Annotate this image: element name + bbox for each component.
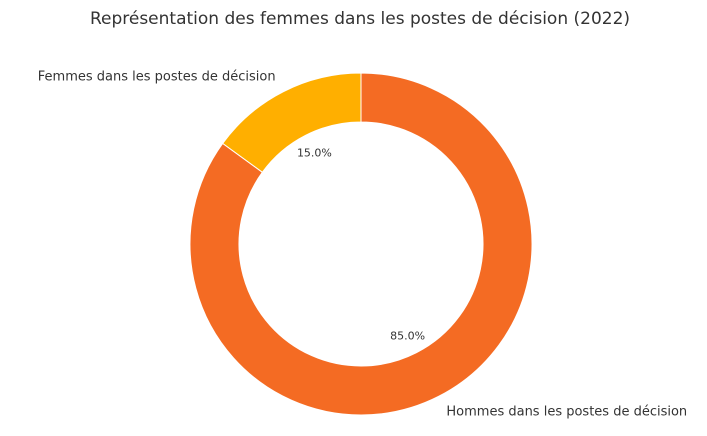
pct-label-hommes: 85.0% <box>390 329 425 342</box>
labels-group: 15.0% Femmes dans les postes de décision 8… <box>38 69 687 419</box>
pct-label-femmes: 15.0% <box>297 147 332 160</box>
chart-title: Représentation des femmes dans les poste… <box>90 9 630 29</box>
slice-hommes <box>189 72 533 416</box>
category-label-femmes: Femmes dans les postes de décision <box>38 69 276 84</box>
slices-group <box>189 72 533 416</box>
category-label-hommes: Hommes dans les postes de décision <box>446 405 687 420</box>
slice-femmes <box>221 72 362 173</box>
